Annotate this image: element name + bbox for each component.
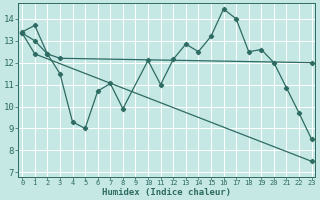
X-axis label: Humidex (Indice chaleur): Humidex (Indice chaleur)	[102, 188, 231, 197]
